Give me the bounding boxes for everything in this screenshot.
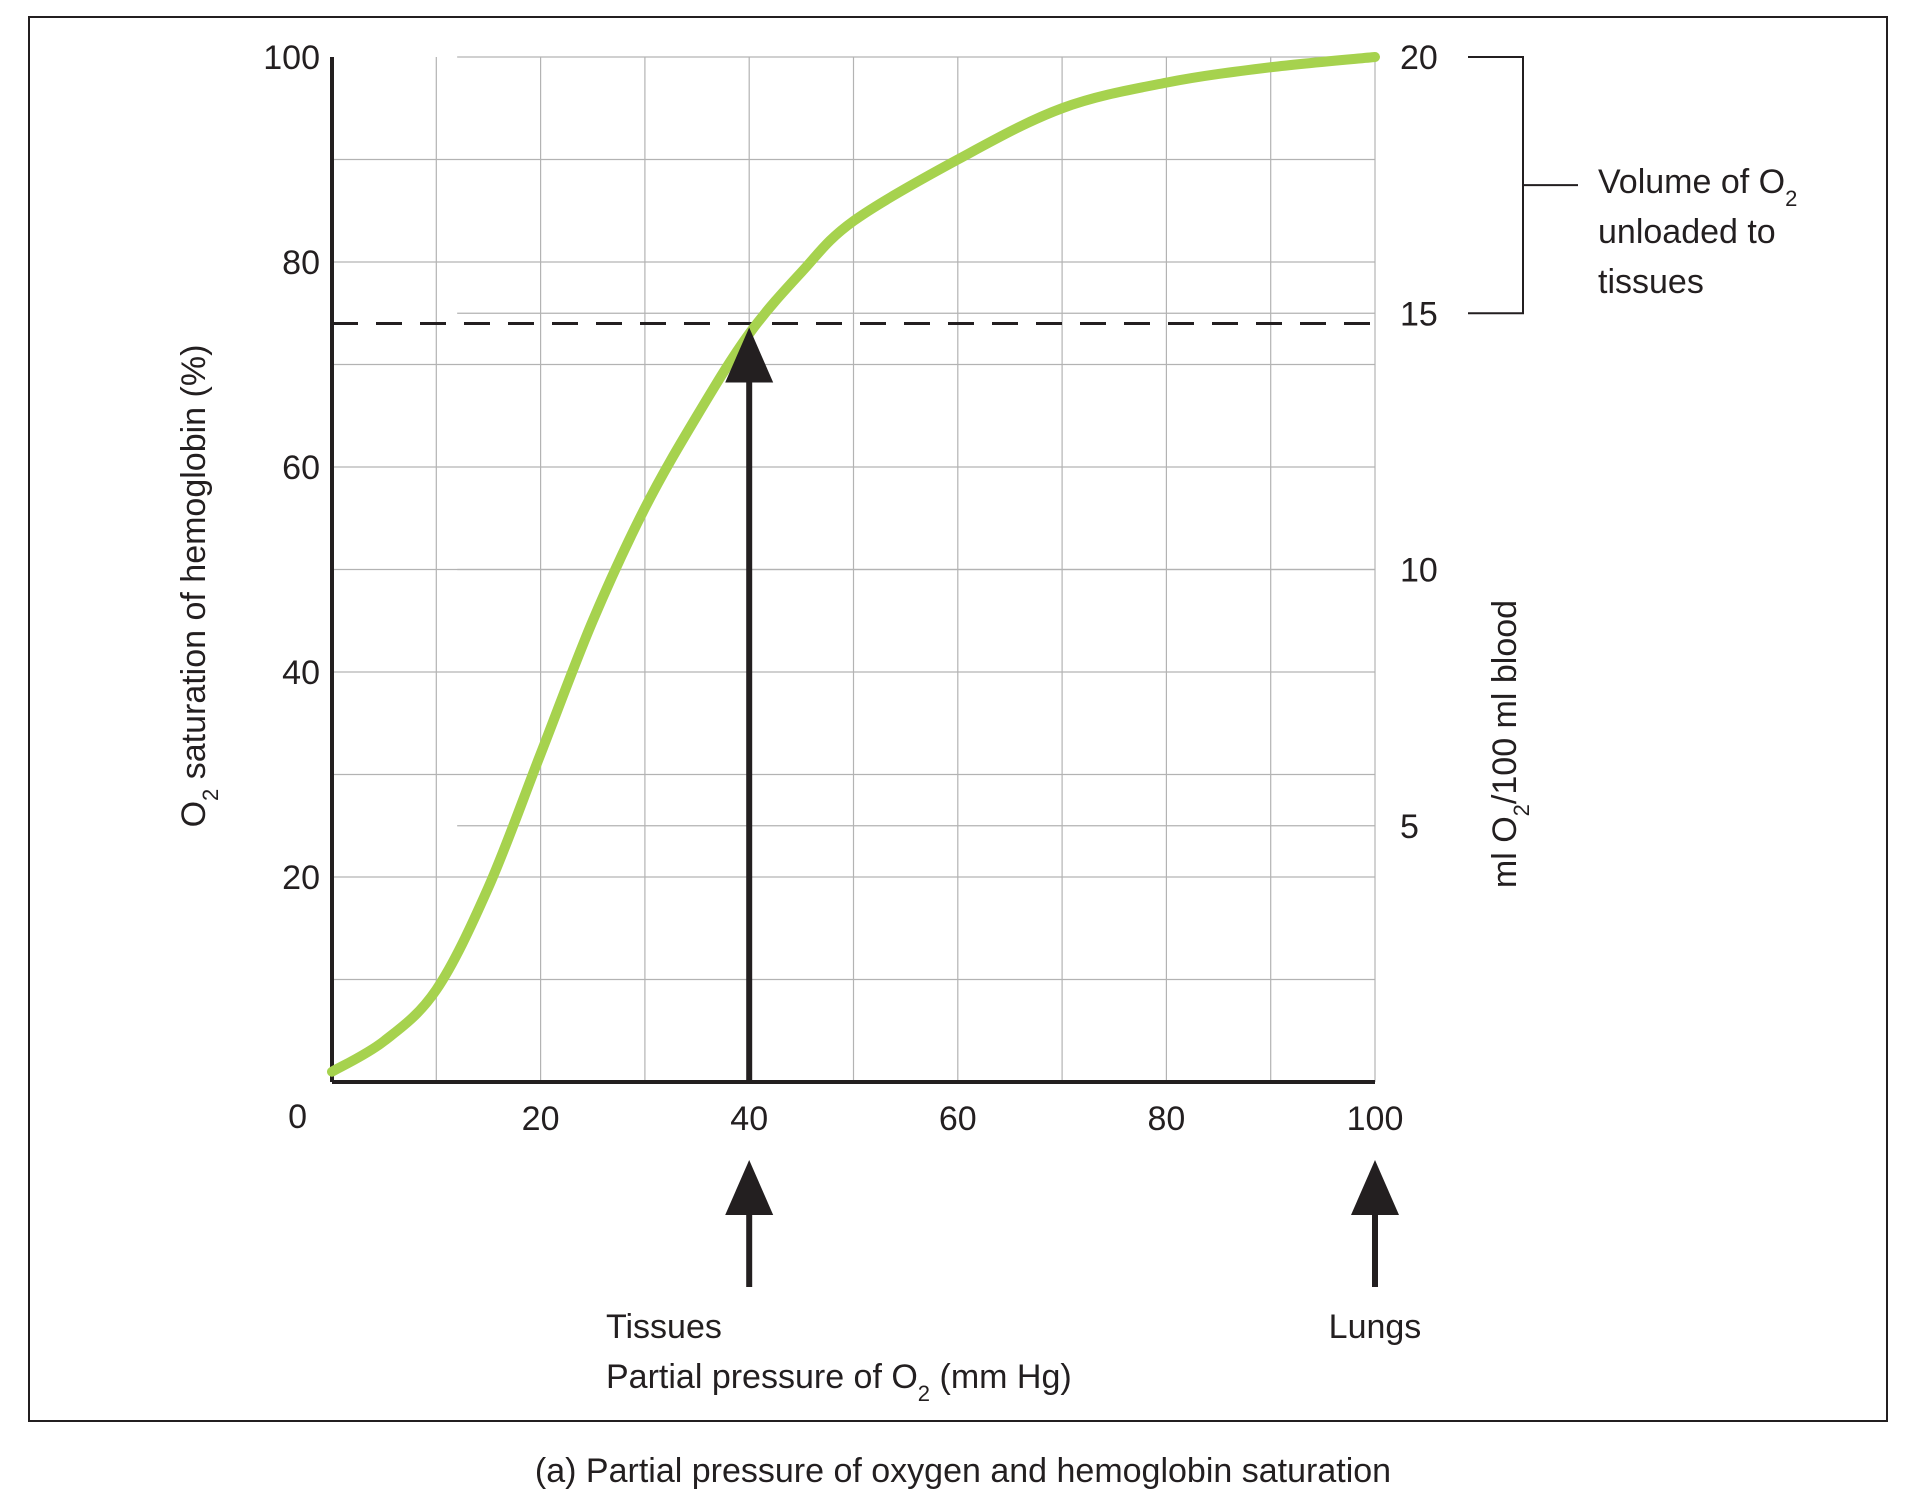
marker-arrow-head (725, 1160, 774, 1215)
x-tick-label: 40 (730, 1100, 768, 1138)
bracket-label: Volume of O2 (1598, 163, 1797, 211)
x-tick-label: 80 (1147, 1100, 1185, 1138)
y-axis-title-part: 2 (198, 789, 223, 801)
y-axis-title: O2 saturation of hemoglobin (%) (175, 345, 223, 828)
x-tick-label: 20 (522, 1100, 560, 1138)
y-axis-title-part: O (175, 801, 213, 827)
y-tick-label: 20 (282, 859, 320, 897)
y-tick-label: 80 (282, 244, 320, 282)
frame (28, 16, 1888, 1422)
x-axis-title-part: Partial pressure of O (606, 1358, 918, 1396)
y2-tick-label: 20 (1400, 39, 1438, 77)
bracket (1468, 56, 1578, 315)
y2-axis-title-part: ml O (1486, 816, 1524, 888)
y-axis-title-part: saturation of hemoglobin (%) (175, 345, 213, 789)
curve (327, 52, 1380, 1077)
bracket-label-part: tissues (1598, 263, 1704, 301)
y2-axis-title: ml O2/100 ml blood (1486, 600, 1534, 888)
marker-arrow-head (1351, 1160, 1399, 1215)
bracket-label: tissues (1598, 263, 1704, 301)
y2-tick-label: 15 (1400, 295, 1438, 333)
y-tick-label: 60 (282, 449, 320, 487)
bracket-label-part: 2 (1785, 186, 1797, 211)
caption: (a) Partial pressure of oxygen and hemog… (535, 1452, 1391, 1490)
x-tick-label: 100 (1347, 1100, 1404, 1138)
y-tick-label: 0 (288, 1098, 307, 1136)
x-axis-title-part: (mm Hg) (930, 1358, 1072, 1396)
y-tick-label: 40 (282, 654, 320, 692)
y2-axis-title-part: 2 (1509, 804, 1534, 816)
marker-label: Lungs (1329, 1308, 1422, 1346)
x-axis-title: Partial pressure of O2 (mm Hg) (606, 1358, 1072, 1406)
y2-axis-title-part: /100 ml blood (1486, 600, 1524, 804)
bracket-label-part: Volume of O (1598, 163, 1785, 201)
marker-label: Tissues (606, 1308, 722, 1346)
y2-tick-label: 10 (1400, 552, 1438, 590)
x-axis-title-part: 2 (918, 1381, 930, 1406)
y-tick-label: 100 (263, 39, 320, 77)
bracket-label-part: unloaded to (1598, 213, 1776, 251)
y2-tick-label: 5 (1400, 808, 1419, 846)
x-tick-label: 60 (939, 1100, 977, 1138)
reference-arrow-head (725, 327, 774, 383)
bracket-label: unloaded to (1598, 213, 1776, 251)
